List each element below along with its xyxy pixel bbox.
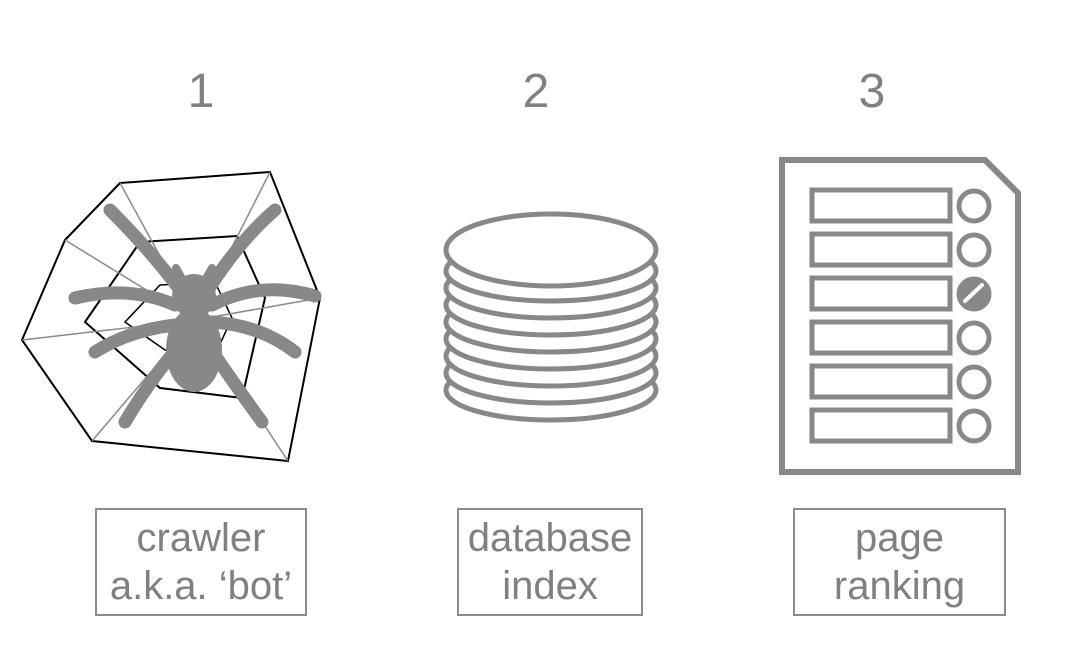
label-page-ranking: page ranking	[793, 508, 1006, 616]
label-database-line2: index	[502, 564, 598, 608]
label-database-line1: database	[467, 516, 633, 560]
label-database-index: database index	[457, 508, 643, 616]
label-crawler-line1: crawler	[136, 516, 266, 560]
label-crawler: crawler a.k.a. ‘bot’	[95, 508, 307, 616]
step-number-1: 1	[187, 65, 215, 118]
step-number-2: 2	[522, 65, 550, 118]
database-stack-icon	[443, 211, 659, 423]
spider-web-icon	[20, 170, 322, 463]
label-crawler-line2: a.k.a. ‘bot’	[109, 564, 293, 608]
label-ranking-line1: page	[855, 516, 944, 560]
ranked-list-document-icon	[779, 157, 1021, 475]
label-ranking-line2: ranking	[833, 564, 966, 608]
step-number-3: 3	[858, 65, 886, 118]
